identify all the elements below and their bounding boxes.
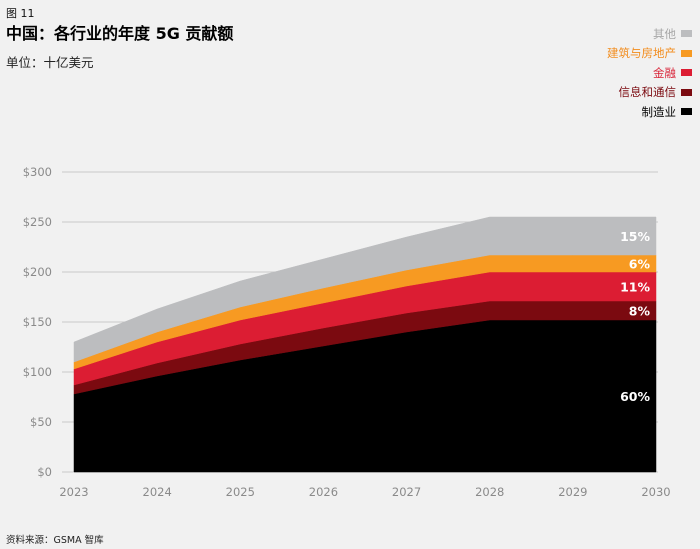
legend-item-construction: 建筑与房地产 [607,44,692,64]
x-tick-label: 2030 [641,485,670,499]
y-tick-label: $200 [23,265,52,279]
unit-label: 单位：十亿美元 [6,55,94,70]
legend-label-other: 其他 [653,26,676,41]
legend-item-other: 其他 [607,24,692,44]
legend-swatch-ict [681,88,692,96]
share-label: 8% [629,304,651,319]
legend-swatch-other [681,30,692,38]
legend-swatch-construction [681,49,692,57]
legend-label-ict: 信息和通信 [618,85,677,100]
chart-title: 中国：各行业的年度 5G 贡献额 [6,24,234,43]
source-note: 资料来源：GSMA 智库 [6,535,104,546]
chart-legend: 其他 建筑与房地产 金融 信息和通信 制造业 [607,24,692,122]
x-tick-label: 2028 [475,485,504,499]
share-label: 11% [620,280,650,295]
chart-areas [73,216,657,473]
x-tick-label: 2027 [392,485,421,499]
legend-swatch-manufacturing [681,108,692,116]
legend-label-construction: 建筑与房地产 [607,46,676,61]
x-tick-label: 2029 [558,485,587,499]
x-tick-label: 2023 [59,485,88,499]
legend-item-finance: 金融 [607,63,692,83]
x-tick-label: 2025 [226,485,255,499]
y-tick-label: $100 [23,365,52,379]
y-tick-label: $250 [23,215,52,229]
x-tick-label: 2024 [143,485,172,499]
y-tick-label: $150 [23,315,52,329]
y-tick-label: $0 [37,465,52,479]
share-labels: 60% 8% 11% 6% 15% [620,229,650,404]
x-axis-labels: 2023 2024 2025 2026 2027 2028 2029 2030 [59,485,670,499]
legend-label-manufacturing: 制造业 [641,104,677,119]
share-label: 60% [620,389,650,404]
legend-item-manufacturing: 制造业 [607,102,692,122]
figure-label: 图 11 [6,7,35,20]
x-tick-label: 2026 [309,485,338,499]
y-tick-label: $300 [23,165,52,179]
y-axis-labels: $0 $50 $100 $150 $200 $250 $300 [23,165,52,479]
legend-item-ict: 信息和通信 [607,83,692,103]
share-label: 15% [620,229,650,244]
y-tick-label: $50 [30,415,52,429]
legend-swatch-finance [681,69,692,77]
share-label: 6% [629,257,651,272]
legend-label-finance: 金融 [653,65,676,80]
area-series-4 [73,216,657,363]
